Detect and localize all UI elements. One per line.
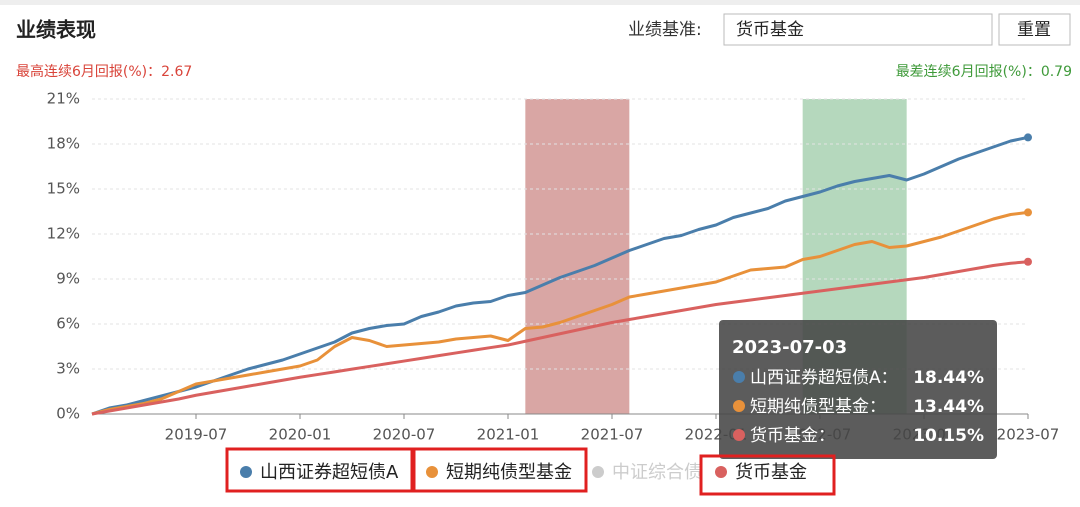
tooltip-name: 短期纯债型基金： <box>750 397 886 417</box>
worst-value: 0.79 <box>1041 64 1072 80</box>
y-tick-label: 15% <box>47 180 80 198</box>
tooltip-value: 13.44% <box>913 397 984 417</box>
x-tick-label: 2020-01 <box>269 426 332 444</box>
best-label: 最高连续6月回报(%)：2.67 <box>16 63 192 80</box>
legend: 山西证券超短债A 短期纯债型基金 货币基金 中证综合债 <box>240 462 807 483</box>
legend-marker <box>715 466 727 478</box>
benchmark-select[interactable] <box>723 13 993 46</box>
benchmark-value: 货币基金 <box>736 20 804 40</box>
y-tick-label: 12% <box>47 225 80 243</box>
tooltip-box <box>719 320 997 459</box>
y-tick-label: 21% <box>47 90 80 108</box>
legend-label: 短期纯债型基金 <box>446 462 572 483</box>
x-tick-label: 2020-07 <box>373 426 436 444</box>
y-tick-label: 18% <box>47 135 80 153</box>
tooltip-value: 10.15% <box>913 426 984 446</box>
y-tick-label: 9% <box>56 270 80 288</box>
tooltip: 2023-07-03 山西证券超短债A： 18.44% 短期纯债型基金： 13.44% 货… <box>719 320 997 459</box>
worst-label: 最差连续6月回报(%)：0.79 <box>896 63 1072 80</box>
legend-marker <box>426 466 438 478</box>
tooltip-marker <box>733 371 745 383</box>
tooltip-marker <box>733 429 745 441</box>
legend-marker <box>592 466 604 478</box>
end-point <box>1024 208 1032 217</box>
tooltip-value: 18.44% <box>913 368 984 388</box>
legend-label: 货币基金 <box>735 462 807 483</box>
series-line <box>91 135 1029 416</box>
highlight-box <box>412 447 588 493</box>
legend-label: 山西证券超短债A <box>260 462 399 483</box>
worst-label-text: 最差连续6月回报(%)： <box>896 63 1041 80</box>
section-title: 业绩表现 <box>16 18 96 42</box>
benchmark-label: 业绩基准: <box>628 20 702 40</box>
best-value: 2.67 <box>161 64 192 80</box>
top-strip <box>0 0 1080 5</box>
tooltip-name: 山西证券超短债A： <box>750 368 898 388</box>
x-tick-label: 2019-07 <box>165 426 228 444</box>
y-tick-label: 0% <box>56 405 80 423</box>
x-tick-label: 2021-07 <box>581 426 644 444</box>
end-point <box>1024 257 1032 266</box>
end-point <box>1024 133 1032 142</box>
reset-label: 重置 <box>1017 20 1051 40</box>
highlight-box <box>699 454 836 496</box>
tooltip-date: 2023-07-03 <box>732 337 847 358</box>
tooltip-marker <box>733 400 745 412</box>
reset-button[interactable] <box>998 13 1071 46</box>
series-line <box>91 260 1029 416</box>
y-tick-label: 6% <box>56 315 80 333</box>
best-label-text: 最高连续6月回报(%)： <box>16 63 161 80</box>
legend-marker <box>240 466 252 478</box>
tooltip-name: 货币基金： <box>750 426 835 446</box>
legend-label: 中证综合债 <box>612 462 702 483</box>
y-tick-label: 3% <box>56 360 80 378</box>
x-tick-label: 2023-07 <box>997 426 1060 444</box>
highlight-box <box>225 447 414 493</box>
series-line <box>91 210 1029 416</box>
x-tick-label: 2021-01 <box>477 426 540 444</box>
